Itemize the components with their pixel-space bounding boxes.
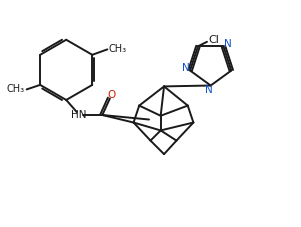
Text: N: N xyxy=(224,39,232,49)
Text: Cl: Cl xyxy=(209,35,219,45)
Text: CH₃: CH₃ xyxy=(7,84,25,94)
Text: N: N xyxy=(182,63,189,73)
Text: O: O xyxy=(107,90,116,100)
Text: HN: HN xyxy=(70,110,86,120)
Text: CH₃: CH₃ xyxy=(109,44,127,54)
Text: N: N xyxy=(205,85,213,95)
